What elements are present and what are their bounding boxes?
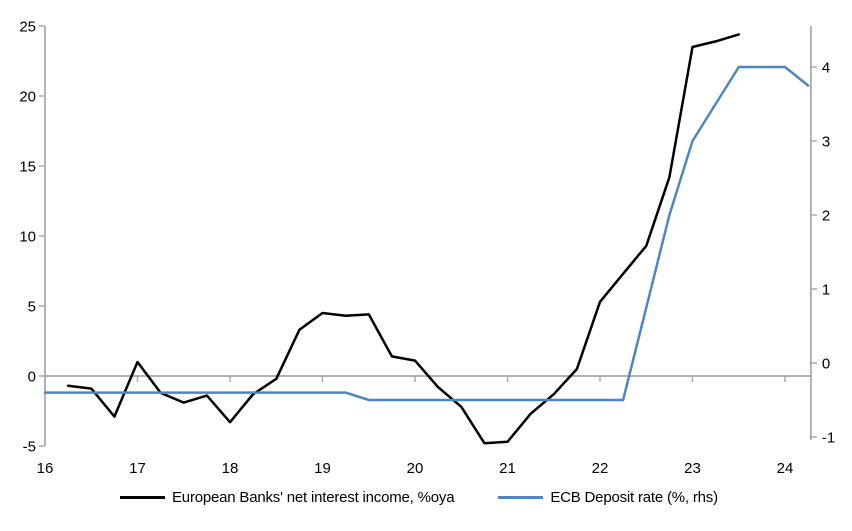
nii-line-swatch <box>120 496 165 499</box>
legend-item-nii: European Banks' net interest income, %oy… <box>120 489 455 506</box>
right-axis-tick-label: 4 <box>822 60 830 77</box>
x-axis-tick-label: 17 <box>129 460 146 477</box>
chart-legend: European Banks' net interest income, %oy… <box>120 489 718 506</box>
left-axis-tick-label: 5 <box>28 299 36 316</box>
ecb-deposit-rate-line <box>43 65 810 402</box>
legend-item-deposit-rate: ECB Deposit rate (%, rhs) <box>498 489 718 506</box>
left-axis-tick-label: -5 <box>23 439 36 456</box>
right-axis-tick-label: 1 <box>822 282 830 299</box>
left-axis-tick-label: 10 <box>19 229 36 246</box>
x-axis-tick-label: 21 <box>499 460 516 477</box>
nii-legend-label: European Banks' net interest income, %oy… <box>172 489 455 506</box>
deposit-rate-line-swatch <box>498 496 544 499</box>
x-axis-tick-label: 19 <box>314 460 331 477</box>
x-axis-tick-label: 20 <box>407 460 424 477</box>
left-axis-tick-label: 0 <box>28 369 36 386</box>
net-interest-income-line <box>66 33 741 445</box>
right-axis-tick-label: 2 <box>822 208 830 225</box>
left-axis-tick-label: 25 <box>19 19 36 36</box>
deposit-rate-legend-label: ECB Deposit rate (%, rhs) <box>550 489 718 506</box>
x-axis-tick-label: 22 <box>592 460 609 477</box>
x-axis-tick-label: 24 <box>777 460 794 477</box>
left-axis-tick-label: 20 <box>19 89 36 106</box>
x-axis-tick-label: 18 <box>222 460 239 477</box>
left-axis-tick-label: 15 <box>19 159 36 176</box>
right-axis-tick-label: 3 <box>822 134 830 151</box>
x-axis-tick-label: 16 <box>37 460 54 477</box>
right-axis-tick-label: -1 <box>822 430 835 447</box>
x-axis-tick-label: 23 <box>684 460 701 477</box>
right-axis-tick-label: 0 <box>822 356 830 373</box>
